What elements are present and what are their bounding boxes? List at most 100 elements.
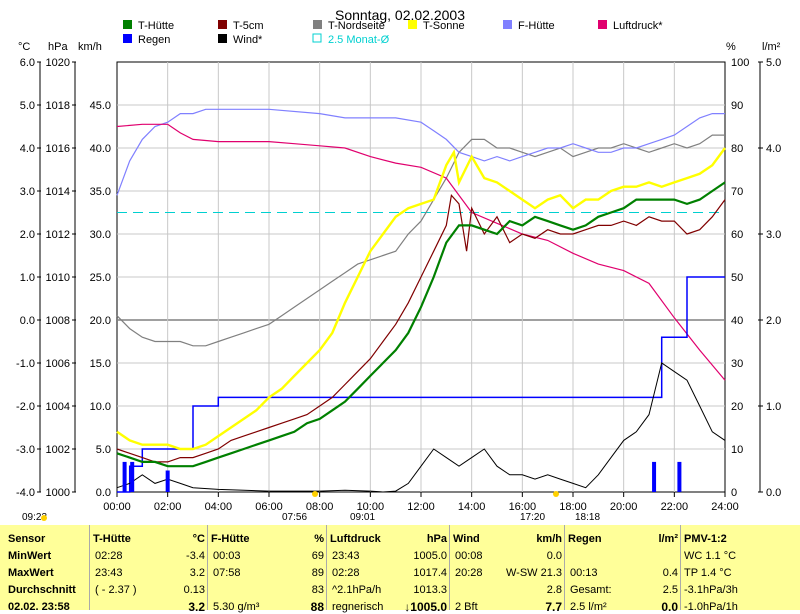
- tick-label-percent: 20: [731, 401, 743, 413]
- legend-swatch: [313, 20, 322, 29]
- chart-legend: T-Hütte T-5cm T-Nordseite T-Sonne F-Hütte Luf…: [123, 20, 663, 46]
- cell-value: 88: [310, 600, 324, 614]
- table-column: Sensor MinWert MaxWert Durchschnitt 02.02. 2…: [8, 525, 93, 613]
- tick-label-hpa: 1006: [46, 358, 70, 370]
- series-line-t-sonne: [116, 147, 726, 451]
- tick-label-x: 06:00: [255, 501, 283, 513]
- cell-time: 2.5 l/m²: [570, 601, 607, 613]
- cell-value: 1005.0: [413, 550, 447, 562]
- cell-value: 0.13: [183, 584, 205, 596]
- cell-time: 07:58: [213, 567, 241, 579]
- axis-units: °C hPa km/h% l/m²: [18, 41, 781, 53]
- legend-swatch: [218, 34, 227, 43]
- cell-time: 00:08: [455, 550, 483, 562]
- column-unit: °C: [192, 533, 205, 545]
- tick-label-kmh: 10.0: [90, 401, 111, 413]
- tick-label-percent: 0: [731, 487, 737, 499]
- legend-label: 2.5 Monat-Ø: [328, 34, 390, 46]
- row-label: 02.02. 23:58: [8, 601, 70, 613]
- tick-label-rain: 5.0: [766, 57, 781, 69]
- y-axis-hpa: 1020 1018 1016 1014 1012 1010 1008 1006 1004 1002…: [46, 57, 76, 499]
- tick-label-hpa: 1008: [46, 315, 70, 327]
- bottom-marker-label: 09:01: [350, 512, 375, 523]
- cell-value: 0.0: [661, 600, 678, 614]
- cell-time: 20:28: [455, 567, 483, 579]
- tick-label-celsius: 4.0: [20, 143, 35, 155]
- tick-label-kmh: 5.0: [96, 444, 111, 456]
- tick-label-percent: 40: [731, 315, 743, 327]
- unit-celsius: °C: [18, 41, 30, 53]
- tick-label-rain: 1.0: [766, 401, 781, 413]
- cell-time: 2 Bft: [455, 601, 478, 613]
- legend-label: T-5cm: [233, 20, 264, 32]
- series-line-regen: [117, 276, 725, 493]
- cell-value: 89: [311, 567, 324, 579]
- column-unit: l/m²: [658, 533, 678, 545]
- column-unit: %: [314, 533, 324, 545]
- unit-percent: %: [726, 41, 736, 53]
- tick-label-x: 16:00: [509, 501, 537, 513]
- series-lines: [116, 108, 726, 493]
- rain-bar: [165, 470, 170, 492]
- tick-label-hpa: 1018: [46, 100, 70, 112]
- tick-label-percent: 80: [731, 143, 743, 155]
- summary-table: Sensor MinWert MaxWert Durchschnitt 02.02. 2…: [0, 525, 800, 614]
- column-header: PMV-1:2: [684, 533, 727, 545]
- cell-time: 00:13: [570, 567, 598, 579]
- tick-label-percent: 70: [731, 186, 743, 198]
- column-separator: [207, 525, 208, 610]
- tick-label-percent: 30: [731, 358, 743, 370]
- row-label: MinWert: [8, 550, 52, 562]
- tick-label-hpa: 1012: [46, 229, 70, 241]
- tick-label-x: 14:00: [458, 501, 486, 513]
- legend-label: Wind*: [233, 34, 263, 46]
- tick-label-percent: 60: [731, 229, 743, 241]
- tick-label-x: 00:00: [103, 501, 131, 513]
- unit-hpa: hPa: [48, 41, 68, 53]
- bottom-marker-label: 07:56: [282, 512, 307, 523]
- column-header: T-Hütte: [93, 533, 131, 545]
- tick-label-celsius: 5.0: [20, 100, 35, 112]
- tick-label-rain: 4.0: [766, 143, 781, 155]
- row-label: Durchschnitt: [8, 584, 76, 596]
- rain-bar: [130, 461, 135, 492]
- cell-value: 83: [311, 584, 324, 596]
- tick-label-kmh: 40.0: [90, 143, 111, 155]
- table-column: F-Hütte% 00:03 69 07:58 89 83 5.30 g/m³ 88: [211, 525, 330, 614]
- tick-label-hpa: 1014: [46, 186, 70, 198]
- column-unit: km/h: [536, 533, 562, 545]
- cell-value: ↓1005.0: [404, 600, 447, 614]
- column-separator: [89, 525, 90, 610]
- bottom-marker-label: 17:20: [520, 512, 545, 523]
- table-column: PMV-1:2 WC 1.1 °C TP 1.4 °C -3.1hPa/3h -1.0h…: [684, 525, 800, 613]
- table-column: Regen l/m² 00:13 0.4 Gesamt: 2.5 2.5 l/m² 0.0: [568, 525, 684, 614]
- tick-label-x: 22:00: [661, 501, 689, 513]
- tick-label-hpa: 1020: [46, 57, 70, 69]
- tick-label-celsius: -1.0: [16, 358, 35, 370]
- tick-label-kmh: 35.0: [90, 186, 111, 198]
- tick-label-celsius: 6.0: [20, 57, 35, 69]
- y-axis-rain: 5.0 4.0 3.0 2.0 1.0 0.0: [758, 57, 781, 499]
- chart-title: Sonntag, 02.02.2003: [335, 7, 465, 23]
- series-line-f-h-tte: [116, 108, 725, 196]
- column-header: Regen: [568, 533, 602, 545]
- x-axis: 00:00 02:00 04:00 06:00 08:00 10:00 12:00 14:00…: [103, 492, 739, 513]
- legend-swatch: [123, 20, 132, 29]
- cell-value: 3.2: [188, 600, 205, 614]
- cell-time: ( - 2.37 ): [95, 584, 137, 596]
- tick-label-celsius: 1.0: [20, 272, 35, 284]
- column-separator: [326, 525, 327, 610]
- unit-kmh: km/h: [78, 41, 102, 53]
- tick-label-x: 08:00: [306, 501, 334, 513]
- tick-label-kmh: 15.0: [90, 358, 111, 370]
- rain-bar: [122, 461, 127, 492]
- series-line-t-nordseite: [116, 134, 725, 347]
- unit-rain: l/m²: [762, 41, 781, 53]
- legend-swatch: [123, 34, 132, 43]
- column-header: Sensor: [8, 533, 46, 545]
- legend-label: F-Hütte: [518, 20, 555, 32]
- legend-label: Luftdruck*: [613, 20, 663, 32]
- column-header: F-Hütte: [211, 533, 250, 545]
